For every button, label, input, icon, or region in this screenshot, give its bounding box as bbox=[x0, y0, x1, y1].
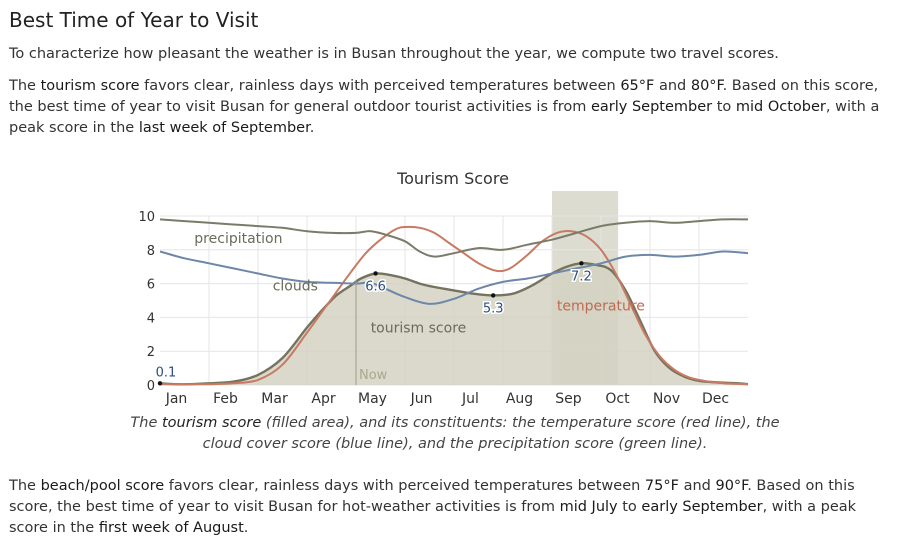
annotation-point bbox=[373, 271, 378, 276]
annotation-label: 5.3 bbox=[483, 301, 504, 316]
beach-peak: first week of August bbox=[98, 520, 244, 536]
tourism-period-end: mid October bbox=[735, 99, 826, 115]
y-tick-label: 2 bbox=[147, 345, 155, 360]
tourism-text-1: The bbox=[9, 78, 41, 94]
tourism-text-6: , with a peak score in the bbox=[9, 99, 880, 136]
annotation-point bbox=[157, 381, 163, 386]
y-tick-label: 8 bbox=[147, 244, 155, 259]
x-tick-label: Aug bbox=[506, 391, 533, 407]
beach-text-6: , with a peak score in the bbox=[9, 499, 857, 536]
beach-period-start: mid July bbox=[559, 499, 618, 515]
temperature-line bbox=[159, 225, 749, 386]
x-tick-label: Apr bbox=[311, 391, 335, 407]
section-heading: Best Time of Year to Visit bbox=[9, 8, 259, 32]
caption-text-1: The bbox=[130, 415, 162, 431]
tourism-score-area bbox=[160, 263, 748, 385]
precipitation-line bbox=[159, 218, 749, 258]
beach-text-3: and bbox=[678, 478, 716, 494]
y-tick-label: 6 bbox=[147, 278, 155, 293]
beach-text-7: . bbox=[243, 520, 249, 536]
tourism-period-start: early September bbox=[590, 99, 713, 115]
now-marker-label: Now bbox=[359, 368, 388, 383]
x-tick-label: Jan bbox=[165, 391, 188, 407]
tourism-text-2: favors clear, rainless days with perceiv… bbox=[139, 78, 621, 94]
annotation-label: 0.1 bbox=[156, 365, 177, 380]
x-tick-label: Jun bbox=[410, 391, 433, 407]
temperature-series-label: temperature bbox=[557, 299, 645, 315]
clouds-series-label: clouds bbox=[273, 278, 318, 294]
tourism-score-term: tourism score bbox=[40, 78, 140, 94]
x-tick-label: Dec bbox=[702, 391, 729, 407]
beach-score-term: beach/pool score bbox=[40, 478, 165, 494]
y-tick-label: 4 bbox=[147, 311, 155, 326]
tourism-text-5: to bbox=[712, 99, 736, 115]
annotation-point bbox=[579, 261, 584, 266]
precipitation-series-label: precipitation bbox=[194, 231, 282, 247]
caption-text-2: (filled area), and its constituents: the… bbox=[202, 415, 780, 452]
tourism-paragraph: The tourism score favors clear, rainless… bbox=[9, 76, 897, 139]
tourism-temp-high: 80°F bbox=[690, 78, 723, 94]
beach-temp-low: 75°F bbox=[644, 478, 679, 494]
tourism-text-4: . Based on this score, the best time of … bbox=[9, 78, 879, 115]
beach-text-1: The bbox=[9, 478, 41, 494]
y-tick-label: 10 bbox=[138, 210, 155, 225]
beach-text-4: . Based on this score, the best time of … bbox=[9, 478, 855, 515]
tourism-temp-low: 65°F bbox=[620, 78, 655, 94]
beach-temp-high: 90°F bbox=[715, 478, 748, 494]
beach-text-2: favors clear, rainless days with perceiv… bbox=[164, 478, 645, 494]
x-tick-label: Jul bbox=[461, 391, 479, 407]
x-tick-label: Sep bbox=[555, 391, 582, 407]
tourism-peak: last week of September bbox=[138, 120, 310, 136]
beach-text-5: to bbox=[617, 499, 642, 515]
beach-paragraph: The beach/pool score favors clear, rainl… bbox=[9, 476, 897, 539]
annotation-point bbox=[491, 293, 496, 298]
beach-period-end: early September bbox=[641, 499, 763, 515]
intro-paragraph: To characterize how pleasant the weather… bbox=[9, 46, 779, 62]
annotation-label: 6.6 bbox=[365, 279, 386, 294]
x-tick-label: May bbox=[358, 391, 387, 407]
tourism-text-7: . bbox=[309, 120, 315, 136]
tourism-text-3: and bbox=[654, 78, 691, 94]
x-tick-label: Oct bbox=[605, 391, 630, 407]
chart-title: Tourism Score bbox=[396, 169, 509, 188]
x-tick-label: Nov bbox=[653, 391, 680, 407]
chart-caption: The tourism score (filled area), and its… bbox=[130, 413, 780, 455]
tourism-score-chart: 0 2 4 6 8 10 Jan Feb Mar Apr May Jun Jul Aug Sep Oct Nov… bbox=[138, 169, 749, 407]
y-tick-label: 0 bbox=[147, 379, 155, 394]
clouds-line bbox=[159, 250, 749, 305]
x-tick-label: Mar bbox=[261, 391, 288, 407]
caption-term: tourism score bbox=[161, 415, 262, 431]
tourism-score-series-label: tourism score bbox=[371, 321, 467, 337]
x-tick-label: Feb bbox=[213, 391, 238, 407]
annotation-label: 7.2 bbox=[571, 269, 592, 284]
